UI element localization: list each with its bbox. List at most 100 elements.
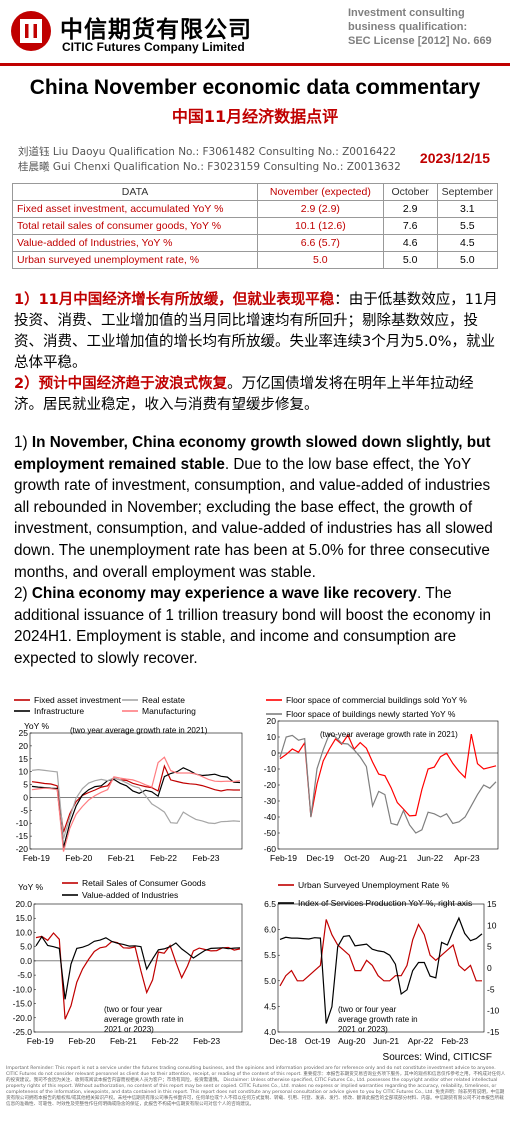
x-tick-label: Oct-20 — [344, 853, 370, 863]
license-line: Investment consulting — [348, 7, 465, 19]
x-tick-label: Jun-21 — [373, 1036, 399, 1046]
cell-september: 3.1 — [436, 200, 499, 218]
table-header: November (expected) — [257, 183, 384, 201]
cell-september: 5.5 — [436, 217, 499, 235]
cell-november: 6.6 (5.7) — [257, 234, 384, 252]
cell-september: 4.5 — [436, 234, 499, 252]
chart-svg: 6.5 6.0 5.5 5.0 4.5 4.0 15 10 5 0 -5 -10 -15 Dec-18 Oc… — [264, 880, 500, 1046]
x-tick-label: Apr-23 — [454, 853, 480, 863]
y-tick-label: 5 — [23, 780, 28, 790]
row-label: Total retail sales of consumer goods, Yo… — [11, 217, 259, 235]
row-label: Value-added of Industries, YoY % — [11, 234, 259, 252]
y-tick-label: 20.0 — [15, 899, 32, 909]
author-line: 桂晨曦 Gui Chenxi Qualification No.: F30231… — [18, 161, 401, 173]
series-line — [31, 767, 241, 848]
x-tick-label: Feb-22 — [150, 853, 177, 863]
y-tick-label: 0 — [271, 748, 276, 758]
y-tick-label: -50 — [264, 828, 277, 838]
report-title-cn: 中国11月经济数据点评 — [171, 107, 339, 126]
legend-label: Urban Surveyed Unemployment Rate % — [298, 880, 450, 890]
x-tick-label: Feb-22 — [152, 1036, 179, 1046]
y-tick-label: -15.0 — [13, 999, 33, 1009]
y2-tick-label: -10 — [487, 1006, 500, 1016]
series-line — [31, 768, 241, 839]
x-tick-label: Feb-20 — [68, 1036, 95, 1046]
y-tick-label: -5.0 — [17, 970, 32, 980]
chart-annotation: (two year average growth rate in 2021) — [70, 726, 208, 735]
legend-label: Value-added of Industries — [82, 890, 178, 900]
table-header: September — [436, 183, 499, 201]
y-tick-label: -25.0 — [13, 1027, 33, 1037]
legend-label: Floor space of buildings newly started Y… — [286, 709, 456, 719]
y-tick-label: 6.0 — [264, 925, 276, 935]
series-line — [279, 916, 483, 1024]
plot-frame — [277, 720, 499, 850]
cell-november: 2.9 (2.9) — [257, 200, 384, 218]
y-tick-label: -30 — [264, 796, 277, 806]
report-date: 2023/12/15 — [419, 150, 490, 166]
point-highlight: In November, China economy growth slowed… — [14, 434, 491, 473]
point-highlight: 11月中国经济增长有所放缓，但就业表现平稳 — [38, 292, 335, 308]
report-header: 中信期货有限公司 CITIC Futures Company Limited I… — [0, 0, 510, 60]
brand-name-en: CITIC Futures Company Limited — [62, 40, 245, 54]
y-tick-label: -10 — [16, 818, 29, 828]
table-row: Fixed asset investment, accumulated YoY … — [11, 200, 499, 218]
legend-label: Infrastructure — [34, 706, 84, 716]
y-tick-label: -40 — [264, 812, 277, 822]
brand-name-cn: 中信期货有限公司 — [60, 17, 252, 43]
y-tick-label: 10 — [19, 767, 29, 777]
y-tick-label: 10 — [267, 732, 277, 742]
table-row: Urban surveyed unemployment rate, % 5.0 … — [11, 251, 499, 269]
plot-frame — [277, 903, 485, 1033]
chart-annotation: (two or four year average growth rate in 2… — [338, 1005, 418, 1034]
chart-investment: 25 20 15 10 5 0 -5 -10 -15 -20 Feb-19 Feb-20 Feb-21 F… — [4, 693, 250, 869]
chart-annotation: (two-year average growth rate in 2021) — [320, 730, 458, 739]
y-tick-label: -20 — [264, 780, 277, 790]
point-body: . The additional issuance of 1 trillion … — [14, 585, 492, 667]
y-tick-label: 4.5 — [264, 1001, 276, 1011]
plot-frame — [29, 732, 243, 850]
y-tick-label: 10.0 — [15, 927, 32, 937]
y-axis-label: YoY % — [24, 721, 49, 731]
y-tick-label: 20 — [19, 741, 29, 751]
series-line — [31, 764, 240, 833]
y-tick-label: -10.0 — [13, 984, 33, 994]
point-number: 1） — [14, 292, 39, 308]
y-tick-label: 20 — [267, 716, 277, 726]
point-body: ：由于低基数效应，11月投资、消费、工业增加值的当月同比增速均有所回升；剔除基数… — [14, 292, 498, 371]
commentary-cn: 1）11月中国经济增长有所放缓，但就业表现平稳：由于低基数效应，11月投资、消费… — [14, 290, 498, 416]
x-tick-label: Feb-19 — [23, 853, 50, 863]
commentary-en-point: 1) In November, China economy growth slo… — [14, 432, 502, 583]
legend-label: Fixed asset investment — [34, 695, 122, 705]
license-line: SEC License [2012] No. 669 — [348, 35, 492, 47]
series-line — [279, 733, 497, 817]
y-tick-label: 4.0 — [264, 1027, 276, 1037]
chart-annotation: (two or four year average growth rate in 2… — [104, 1005, 184, 1034]
plot-frame — [33, 903, 243, 1033]
y-tick-label: 15 — [19, 754, 29, 764]
table-header-row: DATA November (expected) October Septemb… — [11, 183, 499, 201]
legend-label: Manufacturing — [142, 706, 196, 716]
header-divider — [0, 63, 510, 66]
x-tick-label: Aug-21 — [380, 853, 408, 863]
disclaimer: Important Reminder: This report is not a… — [6, 1066, 506, 1107]
y-tick-label: -15 — [16, 831, 29, 841]
y-axis-label: YoY % — [18, 882, 43, 892]
y-tick-label: -10 — [264, 764, 277, 774]
y2-tick-label: 10 — [487, 920, 497, 930]
commentary-cn-point: 2）预计中国经济趋于波浪式恢复。万亿国债增发将在明年上半年拉动经济。居民就业稳定… — [14, 374, 498, 416]
author-line: 刘道钰 Liu Daoyu Qualification No.: F306148… — [18, 146, 397, 158]
series-line — [35, 935, 241, 1000]
legend-label: Index of Services Production YoY %, righ… — [298, 898, 472, 908]
series-line — [279, 732, 497, 834]
cell-september: 5.0 — [436, 251, 499, 269]
cell-november: 5.0 — [257, 251, 384, 269]
series-line — [31, 756, 241, 852]
chart-retail-industry: 20.0 15.0 10.0 5.0 0.0 -5.0 -10.0 -15.0 -20.0 -25… — [4, 876, 250, 1052]
x-tick-label: Feb-21 — [108, 853, 135, 863]
point-highlight: 预计中国经济趋于波浪式恢复 — [38, 376, 228, 392]
y2-tick-label: 0 — [487, 963, 492, 973]
cell-october: 7.6 — [382, 217, 438, 235]
x-tick-label: Apr-22 — [408, 1036, 434, 1046]
